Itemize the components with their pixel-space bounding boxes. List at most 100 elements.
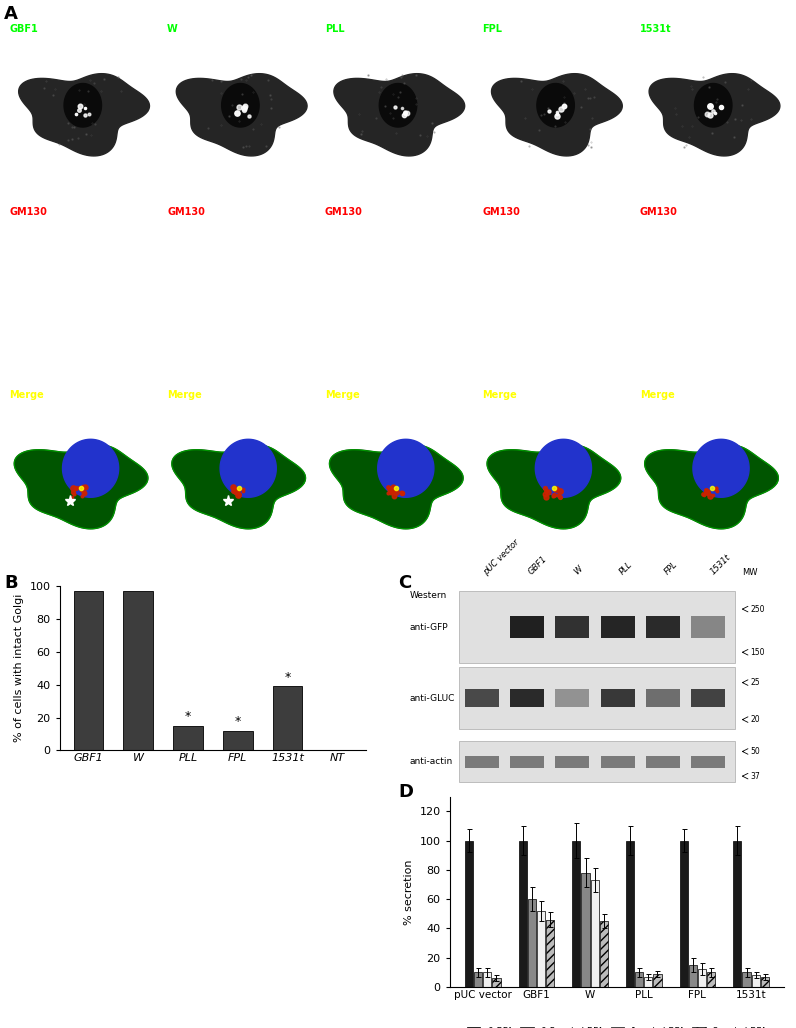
- Text: anti-GLUC: anti-GLUC: [410, 694, 455, 702]
- Bar: [73, 591, 103, 750]
- Bar: [556, 689, 589, 707]
- Polygon shape: [64, 83, 102, 127]
- Polygon shape: [330, 445, 463, 528]
- Text: 37: 37: [750, 772, 759, 780]
- Polygon shape: [378, 439, 434, 498]
- Text: *: *: [235, 715, 241, 728]
- Bar: [465, 841, 473, 987]
- Text: *: *: [284, 671, 291, 684]
- Text: GM130: GM130: [325, 207, 362, 217]
- Text: D: D: [398, 783, 413, 802]
- Polygon shape: [334, 74, 465, 156]
- Bar: [680, 841, 688, 987]
- Bar: [601, 689, 634, 707]
- Bar: [599, 921, 608, 987]
- Polygon shape: [537, 83, 575, 127]
- Bar: [601, 756, 634, 768]
- Text: 50: 50: [750, 747, 759, 756]
- Bar: [707, 972, 715, 987]
- Bar: [692, 756, 725, 768]
- Bar: [635, 972, 643, 987]
- Polygon shape: [176, 74, 307, 156]
- Polygon shape: [14, 445, 148, 528]
- Bar: [465, 689, 498, 707]
- Text: GM130: GM130: [482, 207, 520, 217]
- Bar: [733, 841, 742, 987]
- Bar: [510, 616, 544, 637]
- Polygon shape: [18, 74, 150, 156]
- Polygon shape: [220, 439, 276, 498]
- Polygon shape: [645, 445, 778, 528]
- Bar: [689, 965, 697, 987]
- Polygon shape: [491, 74, 622, 156]
- Bar: [654, 974, 661, 987]
- Bar: [174, 726, 203, 750]
- Bar: [474, 972, 482, 987]
- Text: 20: 20: [750, 715, 759, 724]
- Bar: [751, 976, 759, 987]
- Polygon shape: [172, 445, 306, 528]
- Text: PLL: PLL: [325, 24, 345, 34]
- Text: *: *: [185, 710, 191, 724]
- Bar: [528, 900, 536, 987]
- Bar: [761, 977, 769, 987]
- Bar: [646, 689, 680, 707]
- Text: 25: 25: [750, 678, 759, 687]
- Text: GBF1: GBF1: [527, 554, 549, 577]
- Text: 1531t: 1531t: [640, 24, 672, 34]
- Polygon shape: [694, 83, 732, 127]
- FancyBboxPatch shape: [458, 591, 735, 663]
- Text: GM130: GM130: [10, 207, 47, 217]
- Text: Merge: Merge: [167, 391, 202, 400]
- Bar: [646, 616, 680, 637]
- Bar: [492, 978, 501, 987]
- Bar: [465, 756, 498, 768]
- Y-axis label: % secretion: % secretion: [404, 859, 414, 924]
- Text: W: W: [572, 564, 584, 577]
- Text: Merge: Merge: [10, 391, 45, 400]
- Bar: [644, 977, 653, 987]
- Bar: [591, 880, 599, 987]
- Bar: [581, 873, 590, 987]
- Bar: [743, 972, 751, 987]
- Bar: [519, 841, 527, 987]
- FancyBboxPatch shape: [458, 741, 735, 782]
- Bar: [510, 689, 544, 707]
- Text: 250: 250: [750, 604, 764, 614]
- Text: FPL: FPL: [663, 560, 680, 577]
- Polygon shape: [221, 83, 259, 127]
- Bar: [556, 756, 589, 768]
- Bar: [692, 689, 725, 707]
- Text: GM130: GM130: [640, 207, 677, 217]
- Bar: [510, 756, 544, 768]
- Text: C: C: [398, 574, 412, 592]
- Text: 150: 150: [750, 648, 764, 657]
- Bar: [273, 687, 302, 750]
- Polygon shape: [487, 445, 621, 528]
- Text: Merge: Merge: [325, 391, 360, 400]
- Text: anti-actin: anti-actin: [410, 758, 453, 766]
- Text: Merge: Merge: [482, 391, 517, 400]
- Text: 1531t: 1531t: [708, 553, 732, 577]
- FancyBboxPatch shape: [458, 667, 735, 729]
- Bar: [698, 969, 706, 987]
- Bar: [601, 616, 634, 637]
- Text: GBF1: GBF1: [10, 24, 38, 34]
- Bar: [223, 731, 253, 750]
- Bar: [572, 841, 580, 987]
- Text: W: W: [167, 24, 178, 34]
- Bar: [646, 756, 680, 768]
- Bar: [537, 911, 545, 987]
- Text: Western: Western: [410, 591, 447, 600]
- Bar: [483, 972, 491, 987]
- Text: pUC vector: pUC vector: [482, 538, 521, 577]
- Text: Merge: Merge: [640, 391, 675, 400]
- Text: B: B: [4, 574, 18, 592]
- Polygon shape: [536, 439, 591, 498]
- Text: anti-GFP: anti-GFP: [410, 623, 448, 631]
- Bar: [546, 920, 554, 987]
- Text: GM130: GM130: [167, 207, 205, 217]
- Polygon shape: [63, 439, 119, 498]
- Text: A: A: [4, 5, 18, 24]
- Bar: [626, 841, 634, 987]
